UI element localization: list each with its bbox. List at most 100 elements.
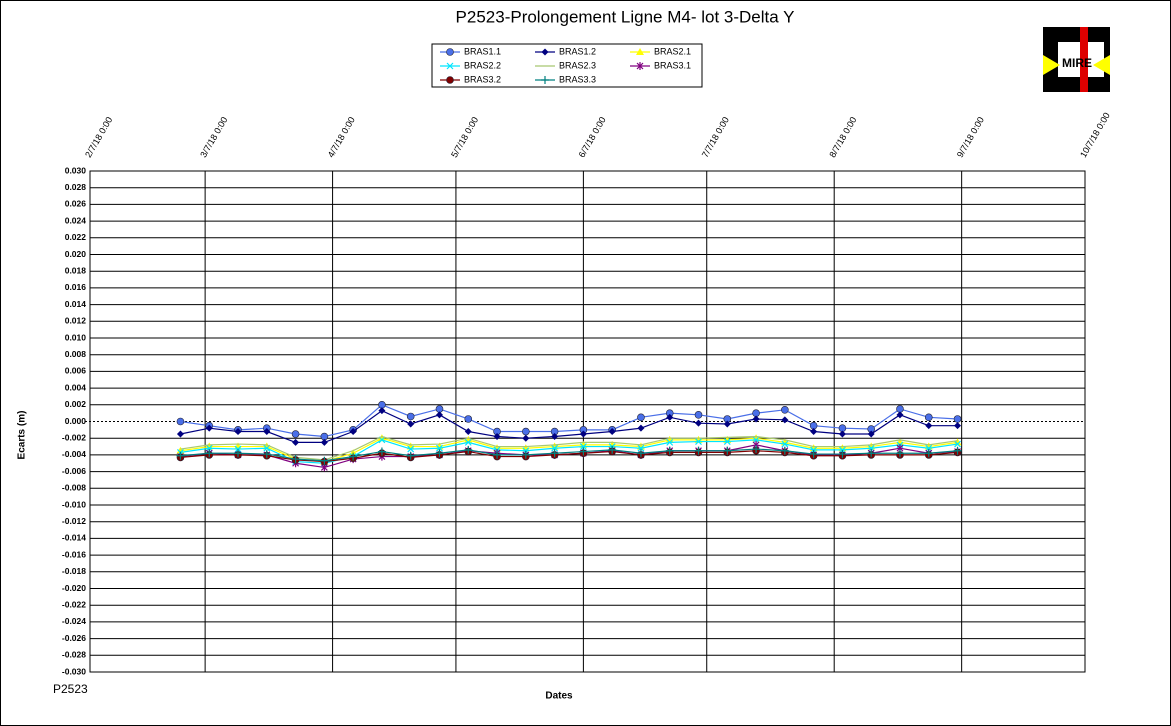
- marker: [838, 446, 846, 454]
- legend-label: BRAS3.1: [654, 60, 691, 70]
- y-tick-label: -0.018: [62, 566, 86, 576]
- marker: [895, 449, 904, 458]
- marker: [723, 446, 732, 455]
- marker: [541, 48, 549, 56]
- marker: [810, 428, 818, 436]
- marker: [377, 434, 386, 442]
- marker: [694, 411, 703, 419]
- y-tick-label: -0.008: [62, 483, 86, 493]
- marker: [666, 413, 674, 421]
- marker: [723, 438, 731, 445]
- logo-arrow: [1093, 55, 1110, 75]
- marker: [378, 407, 386, 415]
- marker: [521, 450, 530, 459]
- marker: [522, 434, 530, 442]
- marker: [407, 445, 415, 453]
- series-line: [180, 404, 958, 438]
- marker: [695, 419, 703, 427]
- marker: [781, 416, 789, 424]
- marker: [205, 444, 213, 452]
- marker: [809, 450, 818, 459]
- y-tick-label: -0.030: [62, 666, 86, 676]
- marker: [464, 445, 473, 454]
- y-tick-label: 0.014: [65, 299, 87, 309]
- marker: [292, 438, 300, 446]
- marker: [752, 445, 761, 454]
- marker: [867, 430, 875, 438]
- legend-label: BRAS1.2: [559, 46, 596, 56]
- series: [176, 445, 962, 465]
- marker: [953, 438, 962, 446]
- marker: [464, 438, 472, 446]
- marker: [176, 451, 185, 460]
- marker: [810, 446, 818, 454]
- legend-label: BRAS3.3: [559, 74, 596, 84]
- marker: [234, 445, 242, 453]
- plot-border: [89, 170, 1086, 673]
- marker: [780, 446, 789, 455]
- y-tick-label: -0.002: [62, 432, 86, 442]
- y-tick-label: -0.026: [62, 633, 86, 643]
- marker: [924, 413, 933, 422]
- series-line: [180, 435, 958, 461]
- marker: [781, 406, 789, 414]
- marker: [446, 48, 454, 56]
- series-line: [180, 409, 958, 443]
- legend-label: BRAS2.1: [654, 46, 691, 56]
- marker: [954, 422, 962, 430]
- marker: [436, 444, 443, 452]
- series-line: [180, 450, 958, 463]
- y-tick-label: -0.006: [62, 466, 86, 476]
- marker: [349, 428, 357, 436]
- legend-label: BRAS3.2: [464, 74, 501, 84]
- marker: [320, 438, 328, 446]
- y-tick-label: 0.004: [65, 382, 87, 392]
- marker: [551, 444, 559, 452]
- marker: [896, 411, 904, 419]
- marker: [406, 412, 415, 421]
- x-axis-label: Dates: [545, 691, 573, 702]
- marker: [752, 415, 760, 423]
- marker: [176, 430, 184, 438]
- y-tick-label: 0.024: [65, 215, 87, 225]
- marker: [838, 430, 846, 438]
- marker: [349, 452, 358, 461]
- logo-bar: [1080, 27, 1088, 92]
- y-tick-label: 0.002: [65, 399, 87, 409]
- legend-label: BRAS1.1: [464, 46, 501, 56]
- y-tick-label: -0.024: [62, 616, 86, 626]
- marker: [723, 420, 731, 428]
- y-tick-label: -0.014: [62, 533, 86, 543]
- marker: [838, 450, 847, 459]
- marker: [579, 443, 587, 450]
- y-tick-label: 0.028: [65, 182, 87, 192]
- series-line: [180, 448, 958, 462]
- logo: MIRE: [1043, 27, 1110, 92]
- marker: [636, 449, 645, 458]
- y-tick-label: -0.028: [62, 650, 86, 660]
- y-tick-label: 0.026: [65, 199, 87, 209]
- marker: [263, 428, 271, 436]
- y-tick-label: -0.010: [62, 499, 86, 509]
- marker: [925, 444, 933, 452]
- marker: [291, 455, 300, 464]
- y-tick-label: -0.016: [62, 549, 86, 559]
- marker: [666, 438, 674, 446]
- y-axis-label: Ecarts (m): [17, 411, 28, 460]
- series-line: [180, 439, 958, 464]
- marker: [953, 446, 962, 455]
- marker: [665, 446, 674, 455]
- marker: [234, 449, 243, 458]
- marker: [291, 430, 300, 438]
- logo-arrow: [1043, 55, 1060, 75]
- chart-title: P2523-Prolongement Ligne M4- lot 3-Delta…: [456, 7, 795, 26]
- y-tick-label: 0.000: [65, 416, 87, 426]
- marker: [446, 76, 454, 84]
- marker: [636, 62, 644, 70]
- marker: [377, 447, 386, 456]
- marker: [579, 447, 588, 456]
- marker: [435, 449, 444, 458]
- y-tick-label: 0.018: [65, 265, 87, 275]
- marker: [446, 62, 454, 70]
- marker: [637, 413, 645, 422]
